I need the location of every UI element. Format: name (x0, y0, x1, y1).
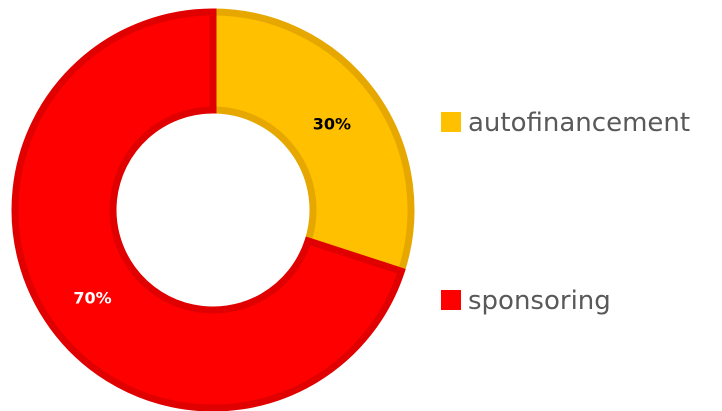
legend-label-autofinancement: autofinancement (468, 108, 690, 138)
legend-label-sponsoring: sponsoring (468, 286, 611, 316)
slice-labels-group: 30% 70% (73, 115, 351, 308)
legend-swatch-sponsoring (441, 290, 461, 310)
slice-label-sponsoring: 70% (73, 289, 111, 308)
legend: autofinancement sponsoring (441, 108, 690, 316)
slices-group (11, 8, 415, 411)
slice-autofinancement (209, 8, 415, 276)
legend-swatch-autofinancement (441, 112, 461, 132)
slice-label-autofinancement: 30% (313, 115, 351, 134)
slice-sponsoring (11, 8, 406, 411)
